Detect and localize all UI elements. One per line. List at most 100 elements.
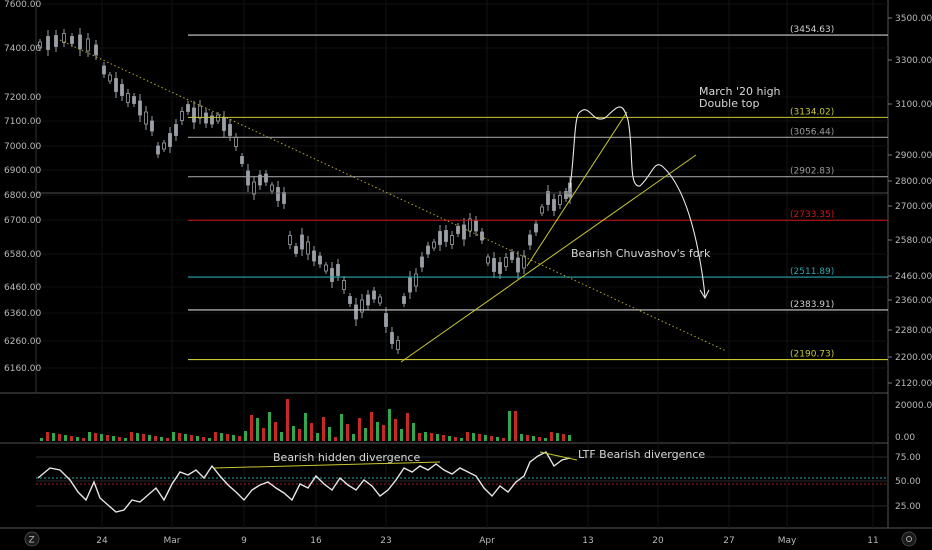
candle-body bbox=[222, 117, 226, 131]
volume-bar bbox=[490, 436, 493, 441]
candle-body bbox=[522, 255, 526, 269]
left-tick-label: 7100.00 bbox=[4, 117, 41, 127]
candle-body bbox=[450, 235, 454, 245]
x-tick-label: 13 bbox=[582, 536, 593, 546]
volume-bar bbox=[322, 417, 325, 441]
candles-layer bbox=[38, 28, 572, 354]
price-level-label: (2902.83) bbox=[790, 167, 834, 177]
left-tick-label: 6580.00 bbox=[4, 250, 41, 260]
left-tick-label: 7400.00 bbox=[4, 44, 41, 54]
rsi-layer bbox=[37, 451, 578, 513]
volume-bar bbox=[568, 435, 571, 441]
volume-bar bbox=[442, 435, 445, 441]
candle-body bbox=[228, 124, 232, 136]
candle-body bbox=[318, 255, 322, 265]
volume-bar bbox=[136, 433, 139, 441]
candle-body bbox=[354, 304, 358, 320]
candle-body bbox=[294, 246, 298, 254]
candle-body bbox=[486, 256, 490, 264]
candle-body bbox=[246, 170, 250, 186]
volume-bar bbox=[256, 418, 259, 441]
hidden-divergence-line bbox=[213, 461, 441, 469]
volume-bar bbox=[430, 433, 433, 441]
volume-bar bbox=[280, 432, 283, 441]
left-tick-label: 6800.00 bbox=[4, 191, 41, 201]
volume-bar bbox=[334, 437, 337, 441]
projected-path bbox=[569, 106, 706, 298]
candle-body bbox=[240, 156, 244, 164]
left-tick-label: 7600.00 bbox=[4, 0, 41, 10]
volume-bar bbox=[328, 427, 331, 441]
candle-body bbox=[312, 250, 316, 262]
volume-bar bbox=[358, 418, 361, 441]
candle-body bbox=[366, 294, 370, 306]
candle-body bbox=[546, 191, 550, 205]
volume-bar bbox=[220, 433, 223, 441]
candle-body bbox=[504, 257, 508, 267]
candle-body bbox=[186, 104, 190, 112]
volume-bar bbox=[130, 432, 133, 441]
rsi-tick-label: 50.00 bbox=[895, 477, 921, 487]
logo-z-icon[interactable]: Z bbox=[24, 531, 40, 547]
price-level-label: (2190.73) bbox=[790, 350, 834, 360]
volume-bar bbox=[340, 414, 343, 441]
volume-bar bbox=[184, 434, 187, 441]
volume-bar bbox=[508, 411, 511, 441]
volume-bar bbox=[268, 412, 271, 441]
volume-bar bbox=[496, 437, 499, 441]
volume-bar bbox=[352, 434, 355, 441]
price-level-label: (3056.44) bbox=[790, 127, 834, 137]
candle-body bbox=[300, 234, 304, 250]
candle-body bbox=[426, 245, 430, 255]
volume-bar bbox=[346, 424, 349, 441]
fork-upper-line bbox=[526, 111, 628, 267]
volume-bar bbox=[46, 432, 49, 441]
candle-body bbox=[306, 241, 310, 255]
candle-body bbox=[540, 206, 544, 214]
volume-bar bbox=[88, 432, 91, 441]
candle-body bbox=[384, 313, 388, 327]
candle-body bbox=[126, 93, 130, 103]
right-tick-label: 3300.00 bbox=[895, 56, 932, 66]
candle-body bbox=[144, 111, 148, 125]
volume-bar bbox=[124, 438, 127, 441]
volume-bar bbox=[166, 438, 169, 441]
candle-body bbox=[396, 340, 400, 350]
candle-body bbox=[102, 65, 106, 75]
volume-bar bbox=[202, 437, 205, 441]
volume-bar bbox=[214, 432, 217, 441]
candle-body bbox=[168, 133, 172, 147]
gear-icon[interactable] bbox=[901, 531, 917, 547]
volume-bar bbox=[316, 433, 319, 441]
volume-bar bbox=[484, 435, 487, 441]
candle-body bbox=[568, 182, 572, 198]
volume-bar bbox=[244, 431, 247, 441]
volume-bar bbox=[532, 436, 535, 441]
volume-bar bbox=[40, 438, 43, 441]
candle-body bbox=[156, 145, 160, 155]
right-tick-label: 3100.00 bbox=[895, 100, 932, 110]
volume-bar bbox=[100, 434, 103, 441]
candle-body bbox=[162, 142, 166, 150]
volume-bar bbox=[388, 409, 391, 441]
candle-body bbox=[414, 273, 418, 287]
volume-tick-label: 0.00 bbox=[895, 433, 915, 443]
volume-bar bbox=[466, 432, 469, 441]
candle-body bbox=[38, 41, 42, 49]
volume-bar bbox=[172, 432, 175, 441]
left-tick-label: 6360.00 bbox=[4, 309, 41, 319]
candle-body bbox=[108, 74, 112, 82]
volume-bar bbox=[502, 438, 505, 441]
volume-bar bbox=[382, 425, 385, 441]
annotation-hidden-divergence: Bearish hidden divergence bbox=[273, 451, 420, 464]
price-level-label: (2383.91) bbox=[790, 300, 834, 310]
right-tick-label: 2800.00 bbox=[895, 177, 932, 187]
volume-bar bbox=[454, 437, 457, 441]
rsi-tick-label: 75.00 bbox=[895, 453, 921, 463]
candle-body bbox=[78, 34, 82, 50]
volume-bar bbox=[118, 437, 121, 441]
volume-bar bbox=[394, 419, 397, 441]
right-tick-label: 2360.00 bbox=[895, 296, 932, 306]
descending-trendline bbox=[59, 39, 727, 352]
